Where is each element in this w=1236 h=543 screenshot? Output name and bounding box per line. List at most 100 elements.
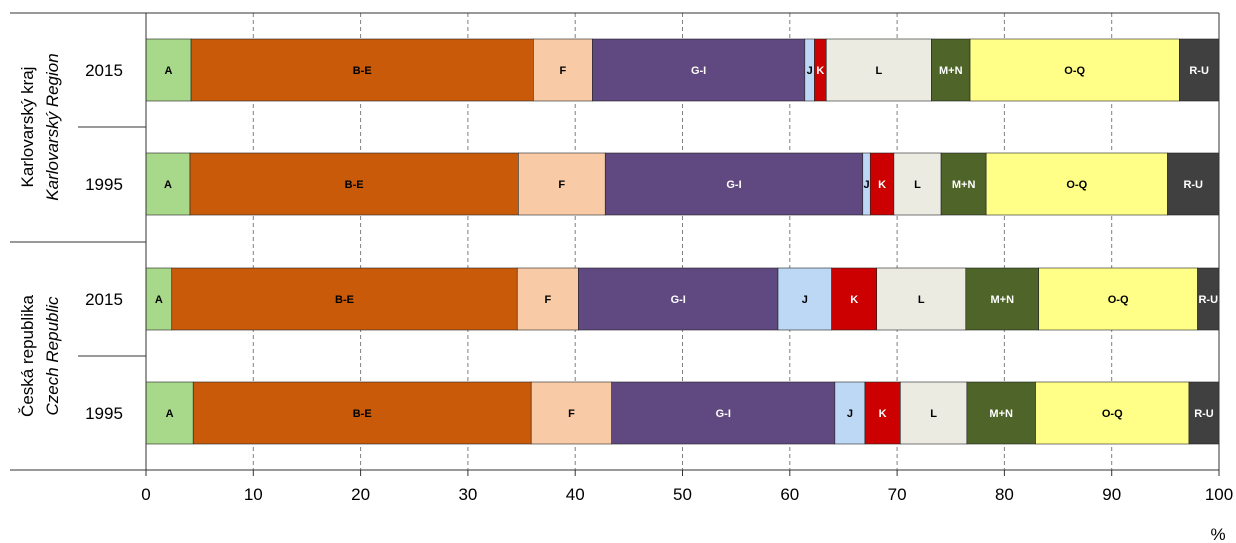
bar-segment-G-I xyxy=(592,38,806,102)
bar-segment-G-I xyxy=(611,381,836,445)
group-label: Česká republika Czech Republic xyxy=(18,295,62,417)
bar-segment-R-U xyxy=(1178,38,1220,102)
bar-segment-R-U xyxy=(1167,152,1220,216)
bar-segment-J xyxy=(834,381,866,445)
segment-label-O-Q: O-Q xyxy=(1102,408,1123,420)
bar-1-1: A B-E F G-I J K L M+N O-Q R-U xyxy=(145,381,1220,445)
segment-label-B-E: B-E xyxy=(353,65,372,77)
segment-label-L: L xyxy=(918,294,925,306)
plot-frame xyxy=(10,12,1220,471)
bar-segment-J xyxy=(777,267,832,331)
segment-label-M+N: M+N xyxy=(952,179,976,191)
bar-segment-L xyxy=(825,38,932,102)
segment-label-R-U: R-U xyxy=(1194,408,1214,420)
bar-0-1: A B-E F G-I J K L M+N O-Q R-U xyxy=(145,152,1220,216)
segment-label-A: A xyxy=(164,179,172,191)
segment-label-F: F xyxy=(558,179,565,191)
x-tick-label: 90 xyxy=(1102,485,1121,504)
segment-label-G-I: G-I xyxy=(726,179,741,191)
segment-label-B-E: B-E xyxy=(335,294,354,306)
bars: A B-E F G-I J K L M+N O-Q R-UA B-E F G-I J K L M+N O-Q R-U… xyxy=(145,38,1220,445)
bar-segment-R-U xyxy=(1188,381,1220,445)
x-unit-label: % xyxy=(1210,525,1225,543)
bar-segment-O-Q xyxy=(1035,381,1190,445)
group-label-line2: Czech Republic xyxy=(43,296,62,416)
bar-segment-F xyxy=(516,267,579,331)
bar-segment-G-I xyxy=(604,152,864,216)
segment-label-K: K xyxy=(850,294,858,306)
year-label: 1995 xyxy=(85,175,123,194)
segment-label-G-I: G-I xyxy=(716,408,731,420)
bar-segment-M+N xyxy=(940,152,987,216)
segment-label-R-U: R-U xyxy=(1183,179,1203,191)
segment-label-K: K xyxy=(879,408,887,420)
x-tick-label: 70 xyxy=(888,485,907,504)
bar-segment-M+N xyxy=(965,267,1040,331)
segment-label-B-E: B-E xyxy=(345,179,364,191)
x-tick-label: 50 xyxy=(673,485,692,504)
segment-label-A: A xyxy=(155,294,163,306)
bar-segment-O-Q xyxy=(1038,267,1198,331)
segment-label-J: J xyxy=(847,408,853,420)
segment-label-L: L xyxy=(930,408,937,420)
x-tick-label: 0 xyxy=(141,485,150,504)
segment-label-M+N: M+N xyxy=(990,294,1014,306)
segment-label-F: F xyxy=(559,65,566,77)
x-tick-label: 30 xyxy=(458,485,477,504)
segment-label-F: F xyxy=(544,294,551,306)
x-tick-label: 100 xyxy=(1205,485,1233,504)
x-tick-label: 10 xyxy=(244,485,263,504)
bar-segment-O-Q xyxy=(985,152,1168,216)
bar-segment-M+N xyxy=(931,38,971,102)
segment-label-O-Q: O-Q xyxy=(1108,294,1129,306)
x-tick-label: 80 xyxy=(995,485,1014,504)
bar-segment-M+N xyxy=(966,381,1036,445)
segment-label-M+N: M+N xyxy=(939,65,963,77)
x-tick-label: 20 xyxy=(351,485,370,504)
group-label-line1: Karlovarský kraj xyxy=(18,67,37,188)
bar-segment-F xyxy=(530,381,612,445)
bar-1-0: A B-E F G-I J K L M+N O-Q R-U xyxy=(145,267,1220,331)
year-label: 2015 xyxy=(85,61,123,80)
bar-segment-L xyxy=(900,381,968,445)
bar-segment-B-E xyxy=(189,152,519,216)
bar-segment-O-Q xyxy=(969,38,1180,102)
bar-segment-F xyxy=(533,38,593,102)
segment-label-A: A xyxy=(165,65,173,77)
bar-segment-K xyxy=(864,381,901,445)
segment-label-J: J xyxy=(807,65,813,77)
bar-segment-L xyxy=(893,152,942,216)
bar-segment-A xyxy=(145,152,191,216)
year-label: 2015 xyxy=(85,290,123,309)
bar-segment-B-E xyxy=(190,38,534,102)
bar-segment-B-E xyxy=(171,267,518,331)
group-label: Karlovarský kraj Karlovarský Region xyxy=(18,53,62,200)
segment-label-G-I: G-I xyxy=(691,65,706,77)
segment-label-M+N: M+N xyxy=(989,408,1013,420)
bar-segment-L xyxy=(876,267,967,331)
segment-label-O-Q: O-Q xyxy=(1064,65,1085,77)
group-label-line1: Česká republika xyxy=(18,295,37,417)
segment-label-F: F xyxy=(568,408,575,420)
segment-label-O-Q: O-Q xyxy=(1066,179,1087,191)
segment-label-L: L xyxy=(914,179,921,191)
segment-label-B-E: B-E xyxy=(353,408,372,420)
bar-segment-K xyxy=(831,267,878,331)
bar-segment-A xyxy=(145,381,194,445)
bar-segment-F xyxy=(518,152,606,216)
group-label-line2: Karlovarský Region xyxy=(43,53,62,200)
bar-segment-B-E xyxy=(192,381,532,445)
segment-label-G-I: G-I xyxy=(671,294,686,306)
segment-label-K: K xyxy=(878,179,886,191)
segment-label-J: J xyxy=(863,179,869,191)
segment-label-R-U: R-U xyxy=(1198,294,1218,306)
segment-label-J: J xyxy=(802,294,808,306)
x-tick-label: 60 xyxy=(780,485,799,504)
year-label: 1995 xyxy=(85,404,123,423)
x-tick-label: 40 xyxy=(566,485,585,504)
segment-label-A: A xyxy=(166,408,174,420)
segment-label-R-U: R-U xyxy=(1189,65,1209,77)
